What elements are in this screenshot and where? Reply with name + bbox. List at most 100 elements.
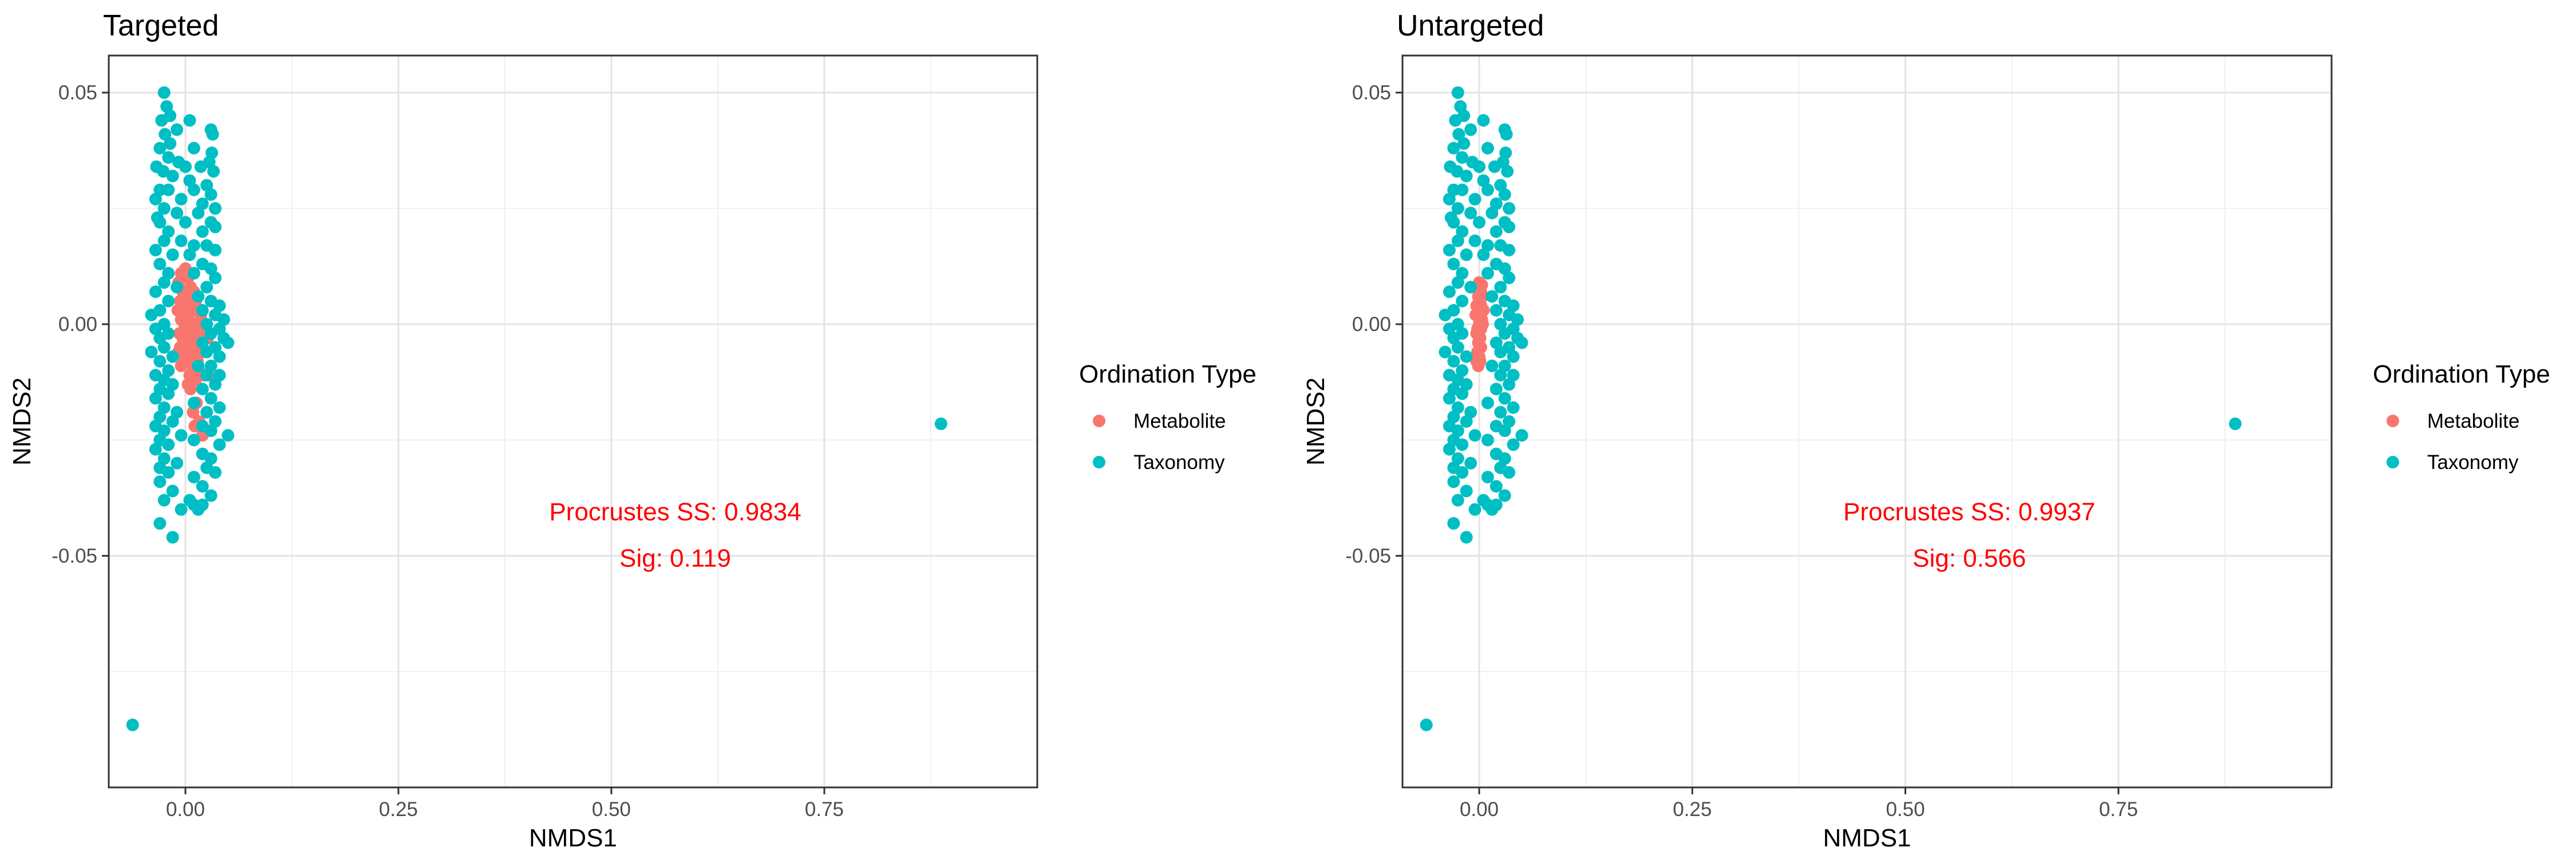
data-point-taxonomy — [1451, 494, 1464, 507]
data-point-taxonomy — [1490, 498, 1503, 511]
data-point-taxonomy — [166, 415, 179, 428]
data-point-taxonomy — [149, 392, 162, 405]
data-point-taxonomy — [206, 128, 219, 141]
data-point-taxonomy — [1485, 359, 1499, 372]
x-tick-label: 0.75 — [805, 798, 844, 821]
data-point-taxonomy — [213, 350, 226, 363]
data-point-taxonomy — [1468, 234, 1481, 247]
data-point-taxonomy — [1477, 248, 1490, 261]
significance-annotation: Sig: 0.119 — [619, 545, 731, 573]
data-point-taxonomy — [149, 285, 162, 298]
data-point-taxonomy — [1460, 484, 1473, 498]
data-point-taxonomy — [196, 225, 209, 238]
data-point-taxonomy — [1503, 202, 1516, 215]
data-point-taxonomy — [153, 517, 167, 530]
data-point-taxonomy — [204, 188, 218, 201]
legend-label-metabolite: Metabolite — [2427, 410, 2519, 432]
data-point-taxonomy — [149, 192, 162, 206]
x-tick-label: 0.50 — [1886, 798, 1925, 821]
data-point-taxonomy — [175, 234, 188, 247]
data-point-taxonomy — [1447, 475, 1460, 488]
x-tick-label: 0.25 — [1673, 798, 1712, 821]
data-point-taxonomy — [1456, 387, 1469, 400]
data-point-taxonomy — [166, 531, 179, 544]
data-point-taxonomy — [153, 475, 167, 488]
data-point-taxonomy — [162, 183, 175, 196]
data-point-taxonomy — [222, 429, 235, 442]
procrustes-ss-annotation: Procrustes SS: 0.9937 — [1843, 498, 2095, 526]
data-point-taxonomy — [196, 498, 209, 511]
data-point-taxonomy — [207, 165, 220, 178]
data-point-taxonomy — [1481, 141, 1494, 155]
data-point-taxonomy — [145, 345, 158, 358]
x-tick-label: 0.00 — [166, 798, 205, 821]
data-point-taxonomy — [209, 378, 222, 391]
data-point-taxonomy — [183, 248, 196, 261]
data-point-taxonomy — [222, 336, 235, 349]
data-point-taxonomy — [187, 183, 200, 196]
data-point-taxonomy — [164, 137, 177, 150]
data-point-taxonomy — [187, 396, 200, 409]
data-point-taxonomy — [1477, 114, 1490, 127]
legend-key-taxonomy — [2387, 456, 2399, 468]
data-point-taxonomy — [179, 160, 192, 174]
y-axis-title: NMDS2 — [1302, 377, 1330, 466]
data-point-taxonomy — [171, 281, 184, 294]
legend-key-metabolite — [2387, 415, 2399, 427]
data-point-taxonomy — [164, 109, 177, 123]
data-point-taxonomy — [1501, 165, 1514, 178]
data-point-taxonomy — [162, 294, 175, 308]
data-point-taxonomy — [183, 114, 196, 127]
data-point-taxonomy — [213, 401, 226, 414]
data-point-taxonomy — [200, 345, 214, 358]
data-point-taxonomy — [200, 281, 214, 294]
data-point-taxonomy — [1507, 438, 1520, 451]
data-point-taxonomy — [1498, 188, 1511, 201]
data-point-taxonomy — [204, 392, 218, 405]
data-point-taxonomy — [1420, 718, 1433, 731]
data-point-taxonomy — [934, 417, 947, 431]
data-point-taxonomy — [1451, 202, 1464, 215]
data-point-taxonomy — [1515, 336, 1528, 349]
data-point-taxonomy — [1460, 531, 1473, 544]
chart-panel-2: 0.00 0.25 0.50 0.75 -0.05 0.00 0.05 Untargeted N… — [1302, 9, 2550, 852]
data-point-taxonomy — [1498, 392, 1511, 405]
data-point-taxonomy — [1515, 429, 1528, 442]
series-metabolite — [1469, 276, 1490, 372]
data-point-taxonomy — [1456, 466, 1469, 479]
data-point-taxonomy — [213, 438, 226, 451]
data-point-taxonomy — [1460, 415, 1473, 428]
data-point-taxonomy — [1443, 243, 1456, 257]
data-point-taxonomy — [209, 466, 222, 479]
x-tick-label: 0.25 — [379, 798, 418, 821]
y-tick-label: 0.05 — [58, 82, 97, 104]
data-point-taxonomy — [194, 160, 207, 174]
data-point-taxonomy — [1503, 243, 1516, 257]
data-point-taxonomy — [1473, 160, 1486, 174]
data-point-taxonomy — [153, 141, 167, 155]
data-point-taxonomy — [196, 383, 209, 396]
data-point-taxonomy — [126, 718, 139, 731]
data-point-taxonomy — [192, 290, 205, 303]
data-point-taxonomy — [200, 405, 214, 419]
data-point-taxonomy — [175, 429, 188, 442]
data-point-taxonomy — [171, 123, 184, 136]
data-point-taxonomy — [157, 276, 171, 289]
data-point-taxonomy — [196, 480, 209, 493]
legend-label-taxonomy: Taxonomy — [1133, 451, 1225, 474]
panel-border — [108, 54, 1038, 789]
y-tick-label: 0.05 — [1352, 82, 1391, 104]
data-point-taxonomy — [1485, 290, 1499, 303]
data-point-taxonomy — [1451, 86, 1464, 99]
data-point-metabolite — [1472, 359, 1485, 372]
data-point-taxonomy — [1490, 225, 1503, 238]
data-point-taxonomy — [1503, 220, 1516, 234]
data-point-taxonomy — [157, 234, 171, 247]
data-point-taxonomy — [179, 216, 192, 229]
data-point-taxonomy — [187, 267, 200, 280]
data-point-metabolite — [184, 383, 197, 396]
data-point-taxonomy — [1447, 517, 1460, 530]
data-point-taxonomy — [2229, 417, 2242, 431]
data-point-taxonomy — [162, 438, 175, 451]
